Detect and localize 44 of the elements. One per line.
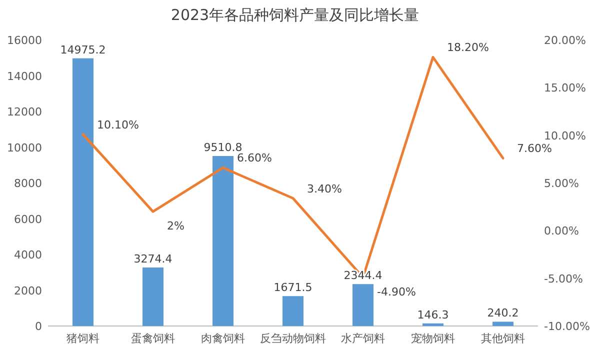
y-tick-label: 6000: [14, 212, 42, 226]
x-tick-label: 反刍动物饲料: [260, 332, 326, 345]
y2-tick-label: 10.00%: [544, 129, 586, 142]
bar: [212, 156, 234, 326]
data-label: 18.20%: [447, 41, 489, 54]
data-label: 3.40%: [307, 182, 342, 196]
x-tick-label: 水产饲料: [341, 332, 385, 345]
data-label: 9510.8: [204, 140, 242, 154]
data-label: 10.10%: [97, 118, 139, 132]
bar: [72, 58, 94, 326]
x-tick-label: 蛋禽饲料: [131, 332, 175, 345]
data-label: 14975.2: [60, 43, 106, 56]
y-tick-label: 10000: [7, 141, 42, 154]
bar: [282, 296, 304, 326]
data-label: 2%: [167, 220, 184, 233]
data-label: 1671.5: [274, 281, 312, 294]
y2-tick-label: -5.00%: [544, 272, 583, 286]
y2-tick-label: -10.00%: [544, 320, 590, 333]
bar: [422, 323, 444, 326]
y2-tick-label: 15.00%: [544, 82, 586, 95]
y-tick-label: 12000: [7, 106, 42, 118]
bar: [352, 284, 374, 326]
y-tick-label: 14000: [7, 70, 42, 83]
data-label: -4.90%: [377, 285, 416, 298]
y-tick-label: 0: [35, 320, 42, 333]
y-tick-label: 16000: [7, 34, 42, 47]
y-tick-label: 4000: [14, 248, 42, 262]
y2-tick-label: 5.00%: [544, 177, 579, 190]
x-tick-label: 肉禽饲料: [201, 332, 245, 345]
data-label: 6.60%: [237, 152, 272, 165]
bar: [492, 322, 514, 326]
bar: [142, 267, 164, 326]
y2-tick-label: 20.00%: [544, 34, 586, 47]
x-tick-label: 猪饲料: [66, 332, 100, 345]
data-label: 7.60%: [517, 142, 552, 156]
data-label: 240.2: [487, 306, 519, 320]
x-tick-label: 宠物饲料: [411, 332, 455, 345]
chart-title: 2023年各品种饲料产量及同比增长量: [170, 6, 420, 24]
y-tick-label: 8000: [14, 177, 42, 190]
x-tick-label: 其他饲料: [481, 332, 525, 345]
data-label: 146.3: [417, 308, 449, 322]
data-label: 3274.4: [134, 252, 172, 266]
y-tick-label: 2000: [14, 284, 42, 298]
y2-tick-label: 0.00%: [544, 224, 579, 238]
